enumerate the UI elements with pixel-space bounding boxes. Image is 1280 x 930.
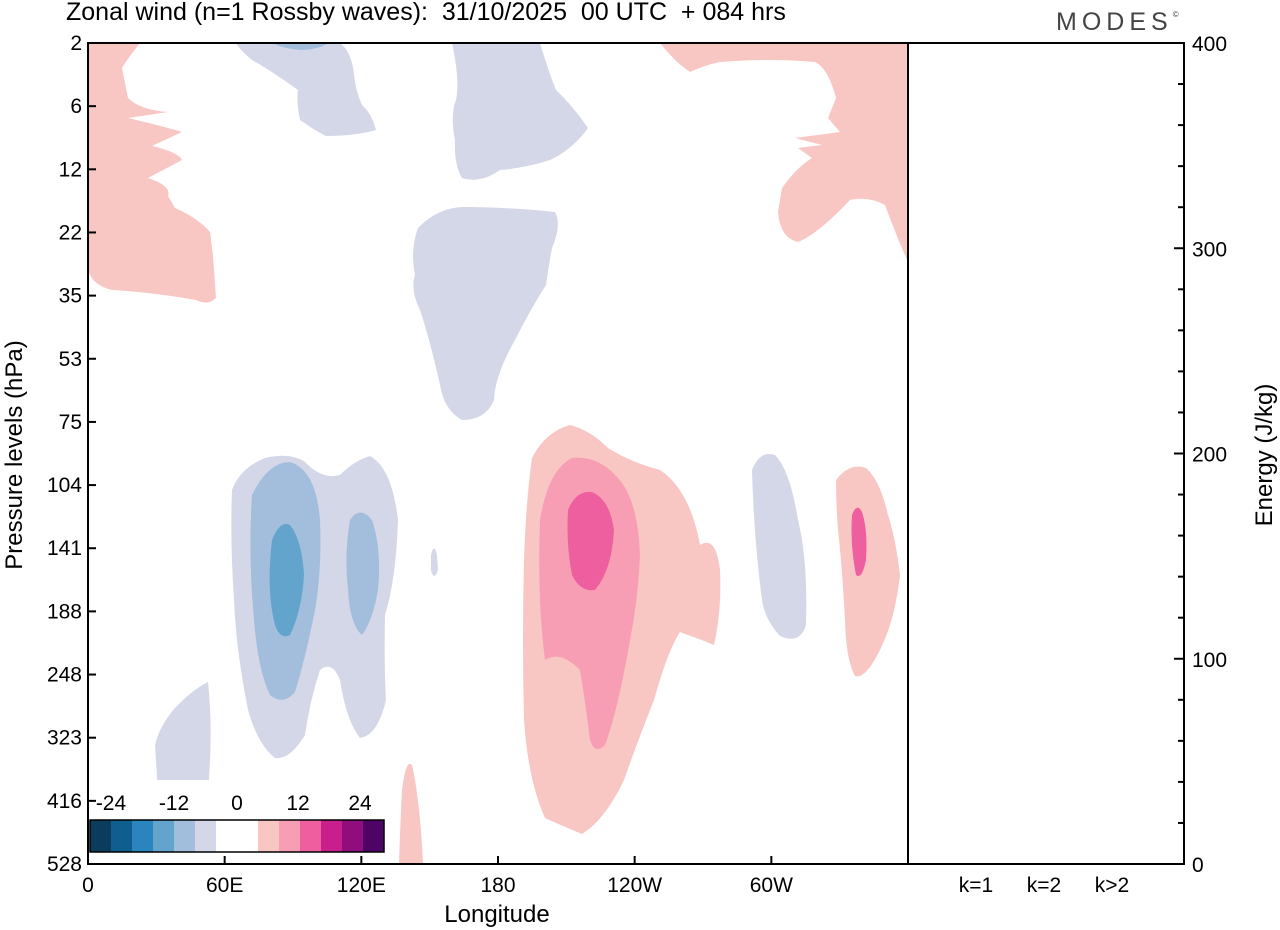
colorbar-swatch xyxy=(174,820,195,852)
energy-tick-label: 0 xyxy=(1192,854,1204,877)
contour-positive-bottom xyxy=(399,763,423,864)
x-tick-label: 60W xyxy=(750,874,793,897)
energy-bar xyxy=(954,863,998,865)
y-tick-label: 75 xyxy=(59,411,82,434)
y-tick-label: 104 xyxy=(47,474,82,497)
energy-axis-title: Energy (J/kg) xyxy=(1251,384,1278,527)
contour-positive-central-l2 xyxy=(539,457,640,749)
x-tick-label: 0 xyxy=(82,874,94,897)
x-tick-label: 180 xyxy=(480,874,515,897)
contour-field xyxy=(88,43,908,864)
energy-category-label: k=2 xyxy=(1027,874,1061,897)
y-tick-label: 12 xyxy=(59,158,82,181)
contour-negative-upper-mid xyxy=(452,43,588,180)
colorbar-swatch xyxy=(321,820,342,852)
colorbar-swatch xyxy=(216,820,237,852)
y-tick-label: 188 xyxy=(47,600,82,623)
energy-tick-label: 300 xyxy=(1192,238,1227,261)
energy-tick-label: 400 xyxy=(1192,33,1227,56)
y-tick-label: 35 xyxy=(59,285,82,308)
colorbar-swatch xyxy=(132,820,153,852)
contour-negative-right xyxy=(752,454,807,639)
contour-positive-central-l3 xyxy=(567,491,614,591)
energy-bar xyxy=(1090,863,1134,865)
contour-negative-top-core xyxy=(272,43,328,50)
brand-logo: MODES© xyxy=(1056,8,1179,37)
colorbar-swatch xyxy=(195,820,216,852)
energy-bar xyxy=(1022,863,1066,865)
colorbar-swatch xyxy=(237,820,258,852)
contour-positive-topleft xyxy=(88,43,216,303)
colorbar-label: 24 xyxy=(348,792,372,815)
energy-tick-label: 200 xyxy=(1192,444,1227,467)
contour-negative-mid xyxy=(413,206,558,420)
contour-negative-top xyxy=(236,43,376,136)
brand-text: MODES xyxy=(1056,8,1173,36)
energy-axis: 0 100 200 300 400 xyxy=(1174,33,1227,877)
y-tick-label: 6 xyxy=(70,95,82,118)
colorbar-swatch xyxy=(363,820,384,852)
colorbar-label: 12 xyxy=(286,792,309,815)
x-tick-label: 60E xyxy=(206,874,243,897)
y-tick-label: 416 xyxy=(47,790,82,813)
longitude-axis: 0 60E 120E 180 120W 60W xyxy=(82,856,793,897)
x-tick-label: 120E xyxy=(337,874,386,897)
y-tick-label: 141 xyxy=(47,537,82,560)
colorbar: -24 -12 0 12 24 xyxy=(88,780,386,864)
energy-bars: k=1 k=2 k>2 xyxy=(954,863,1134,897)
y-tick-label: 323 xyxy=(47,727,82,750)
y-tick-label: 2 xyxy=(70,32,82,55)
energy-tick-label: 100 xyxy=(1192,649,1227,672)
contour-positive-right xyxy=(836,466,900,677)
colorbar-swatch xyxy=(342,820,363,852)
colorbar-frame xyxy=(89,819,385,853)
pressure-axis: 2 6 12 22 35 53 75 104 141 188 248 323 416 528 xyxy=(47,32,96,876)
y-tick-label: 528 xyxy=(47,853,82,876)
colorbar-swatch xyxy=(258,820,279,852)
energy-category-label: k>2 xyxy=(1095,874,1129,897)
brand-mark: © xyxy=(1172,10,1179,19)
colorbar-swatch xyxy=(90,820,111,852)
energy-plot-frame xyxy=(907,42,1185,865)
colorbar-label: -24 xyxy=(96,792,127,815)
colorbar-swatch xyxy=(279,820,300,852)
x-tick-label: 120W xyxy=(607,874,662,897)
colorbar-label: -12 xyxy=(159,792,189,815)
y-tick-label: 248 xyxy=(47,664,82,687)
y-axis-title: Pressure levels (hPa) xyxy=(1,340,28,569)
chart-title: Zonal wind (n=1 Rossby waves): 31/10/202… xyxy=(66,0,786,26)
colorbar-swatch xyxy=(111,820,132,852)
colorbar-label: 0 xyxy=(231,792,243,815)
colorbar-swatch xyxy=(300,820,321,852)
colorbar-swatch xyxy=(153,820,174,852)
contour-positive-topright xyxy=(660,43,908,262)
contour-negative-sliver xyxy=(431,548,438,576)
y-tick-label: 53 xyxy=(59,348,82,371)
y-tick-label: 22 xyxy=(59,221,82,244)
contour-negative-lower-left-l2b xyxy=(346,512,380,635)
x-axis-title: Longitude xyxy=(444,901,549,928)
contour-negative-lower-left-l3 xyxy=(269,524,304,637)
contour-positive-right-l2 xyxy=(851,507,867,576)
energy-category-label: k=1 xyxy=(959,874,993,897)
